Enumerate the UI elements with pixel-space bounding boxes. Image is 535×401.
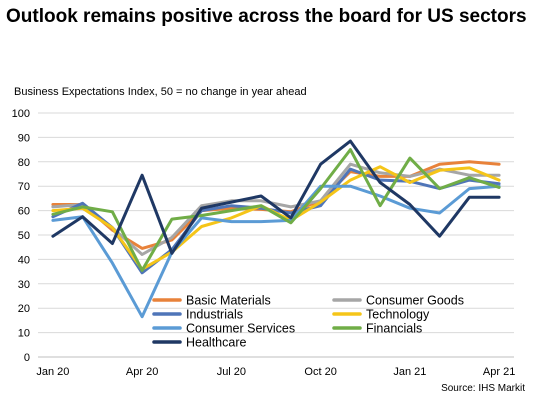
legend-label-consumer-goods: Consumer Goods	[366, 294, 464, 308]
y-tick-label: 40	[18, 254, 30, 266]
y-tick-label: 100	[12, 108, 30, 120]
y-tick-label: 70	[18, 181, 30, 193]
x-tick-label: Jan 21	[393, 366, 426, 378]
legend-label-industrials: Industrials	[186, 308, 243, 322]
y-tick-label: 10	[18, 328, 30, 340]
y-tick-label: 80	[18, 157, 30, 169]
legend-label-technology: Technology	[366, 308, 430, 322]
legend-label-healthcare: Healthcare	[186, 336, 246, 350]
chart-subtitle: Business Expectations Index, 50 = no cha…	[14, 86, 307, 98]
series-line-healthcare	[51, 139, 501, 255]
y-tick-label: 50	[18, 230, 30, 242]
x-tick-label: Jan 20	[36, 366, 69, 378]
y-tick-label: 60	[18, 206, 30, 218]
source-note: Source: IHS Markit	[441, 383, 525, 394]
y-tick-label: 30	[18, 279, 30, 291]
legend-label-consumer-services: Consumer Services	[186, 322, 295, 336]
x-tick-label: Jul 20	[217, 366, 246, 378]
series-line-financials	[51, 148, 501, 272]
x-tick-label: Apr 20	[126, 366, 158, 378]
legend-label-basic-materials: Basic Materials	[186, 294, 271, 308]
y-tick-label: 90	[18, 132, 30, 144]
y-tick-label: 20	[18, 303, 30, 315]
legend-label-financials: Financials	[366, 322, 422, 336]
y-tick-label: 0	[24, 352, 30, 364]
x-tick-label: Apr 21	[483, 366, 515, 378]
series-line-consumer-services	[51, 184, 501, 319]
chart-title: Outlook remains positive across the boar…	[6, 6, 527, 27]
x-tick-label: Oct 20	[304, 366, 336, 378]
